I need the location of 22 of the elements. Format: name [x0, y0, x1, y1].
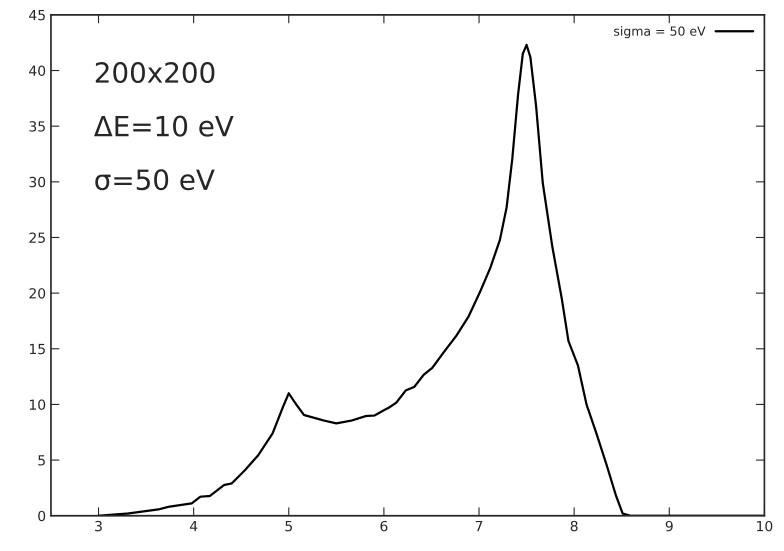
y-tick-label: 45: [29, 10, 45, 20]
x-tick-label: 10: [757, 520, 772, 532]
y-tick-label: 15: [30, 344, 45, 354]
y-tick-label: 35: [29, 121, 45, 132]
annotation: σ=50 eV: [95, 169, 215, 190]
y-tick-label: 10: [30, 399, 46, 410]
y-tick-label: 40: [29, 65, 46, 76]
y-tick-label: 0: [38, 510, 46, 522]
x-tick-label: 6: [380, 520, 388, 532]
x-tick-label: 3: [95, 520, 102, 532]
y-tick-label: 20: [29, 288, 46, 299]
x-tick-label: 4: [190, 521, 198, 532]
annotation: 200x200: [96, 62, 214, 84]
y-tick-label: 30: [29, 176, 46, 188]
x-tick-label: 7: [476, 521, 482, 532]
x-tick-label: 9: [666, 520, 673, 532]
y-tick-label: 25: [29, 232, 45, 243]
y-tick-label: 5: [38, 455, 45, 466]
legend-label: sigma = 50 eV: [614, 26, 706, 38]
annotation: ΔE=10 eV: [94, 116, 234, 137]
x-tick-label: 5: [285, 521, 292, 532]
x-tick-label: 8: [570, 520, 578, 532]
